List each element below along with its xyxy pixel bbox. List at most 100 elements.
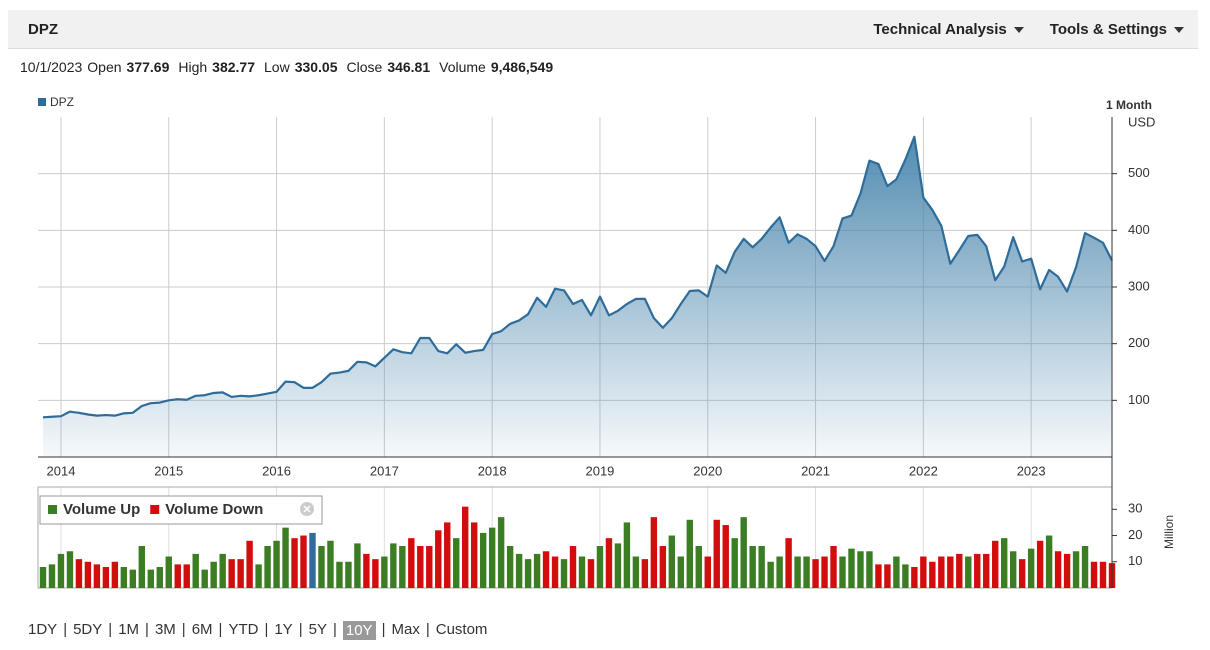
volume-bar — [1072, 551, 1080, 588]
volume-bar — [1018, 559, 1026, 588]
volume-bar — [740, 517, 747, 588]
range-option[interactable]: 1Y — [274, 621, 293, 638]
x-tick-label: 2019 — [585, 463, 614, 478]
range-option[interactable]: 3M — [154, 621, 176, 638]
volume-bar — [1054, 551, 1062, 588]
volume-bar — [1001, 538, 1008, 588]
volume-bar — [282, 527, 289, 588]
volume-bar — [399, 546, 406, 588]
volume-bar — [75, 559, 83, 588]
legend-close[interactable] — [300, 502, 314, 516]
separator: | — [218, 621, 223, 638]
range-option[interactable]: Custom — [435, 621, 488, 638]
volume-bar — [578, 556, 586, 588]
quote-date: 10/1/2023 — [20, 59, 83, 75]
volume-bar — [803, 556, 810, 588]
menu[interactable]: Technical Analysis — [873, 21, 1023, 38]
volume-bar — [57, 553, 65, 588]
range-option[interactable]: 1DY — [28, 621, 58, 638]
range-option[interactable]: 1M — [118, 621, 140, 638]
separator: | — [145, 621, 149, 638]
range-option[interactable]: 10Y — [342, 621, 376, 640]
volume-bar — [542, 551, 550, 588]
quote-label: Volume — [439, 59, 486, 75]
y-tick-label: 100 — [1128, 392, 1150, 407]
volume-bar — [785, 538, 792, 588]
volume-bar — [435, 530, 442, 588]
volume-bar — [273, 540, 280, 588]
volume-bar — [857, 551, 864, 588]
x-tick-label: 2017 — [370, 463, 399, 478]
volume-bar — [345, 561, 352, 588]
range-option[interactable]: 6M — [191, 621, 213, 638]
volume-bar — [309, 532, 316, 588]
volume-bar — [704, 556, 711, 588]
volume-bar — [569, 546, 577, 588]
volume-bar — [659, 546, 667, 588]
volume-bar — [354, 543, 361, 588]
volume-bar — [893, 556, 900, 588]
volume-bar — [938, 556, 945, 588]
volume-bar — [695, 546, 702, 588]
volume-bar — [111, 561, 119, 588]
volume-bar — [488, 527, 496, 588]
volume-bar — [866, 551, 873, 588]
volume-bar — [506, 546, 514, 588]
quote-label: Close — [346, 59, 383, 75]
y-tick-label: 20 — [1128, 527, 1142, 542]
quote-label: High — [178, 59, 208, 75]
volume-bar — [174, 564, 181, 588]
volume-bar — [237, 559, 244, 588]
legend-box — [39, 495, 323, 525]
separator: | — [332, 621, 337, 638]
volume-bar — [381, 556, 388, 588]
separator: | — [425, 621, 430, 638]
range-option[interactable]: YTD — [228, 621, 259, 638]
volume-bar — [120, 567, 128, 588]
legend-swatch — [150, 505, 160, 514]
menu[interactable]: Tools & Settings — [1050, 21, 1184, 38]
volume-bar — [497, 517, 505, 588]
volume-bar — [327, 540, 334, 588]
volume-bar — [677, 556, 685, 588]
volume-bar — [650, 517, 658, 588]
volume-bar — [291, 538, 298, 588]
quote-value: 377.69 — [126, 59, 170, 75]
volume-bar — [363, 553, 370, 588]
volume-bar — [533, 553, 541, 588]
volume-bar — [390, 543, 397, 588]
volume-bar — [605, 538, 613, 588]
x-tick-label: 2022 — [909, 463, 938, 478]
volume-bar — [1099, 561, 1107, 588]
volume-bar — [713, 519, 720, 588]
y-tick-label: 300 — [1128, 278, 1150, 293]
x-tick-label: 2015 — [154, 463, 183, 478]
volume-bar — [246, 540, 253, 588]
volume-bar — [776, 556, 783, 588]
volume-bar — [992, 540, 999, 588]
separator: | — [63, 621, 68, 638]
volume-bar — [318, 546, 325, 588]
range-option[interactable]: 5DY — [73, 621, 103, 638]
volume-bar — [587, 559, 595, 588]
range-option[interactable]: 5Y — [308, 621, 327, 638]
volume-bar — [614, 543, 622, 588]
volume-bar — [1045, 535, 1053, 588]
x-tick-label: 2018 — [478, 463, 507, 478]
quote: 10/1/2023 Open 377.69 High 382.77 Low 330.05 C… — [20, 59, 557, 75]
volume-bar — [767, 561, 774, 588]
volume-bar — [453, 538, 460, 588]
volume-bar — [147, 569, 154, 588]
volume-bar — [39, 567, 47, 588]
y-tick-label: 500 — [1128, 165, 1150, 180]
legend-swatch — [38, 98, 46, 106]
volume-bar — [641, 559, 649, 588]
volume-bar — [560, 559, 568, 588]
range-option[interactable]: Max — [391, 621, 420, 638]
volume-bar — [524, 559, 532, 588]
menus: Technical Analysis Tools & Settings — [873, 21, 1184, 38]
x-tick-label: 2023 — [1017, 463, 1046, 478]
volume-bar — [264, 546, 271, 588]
